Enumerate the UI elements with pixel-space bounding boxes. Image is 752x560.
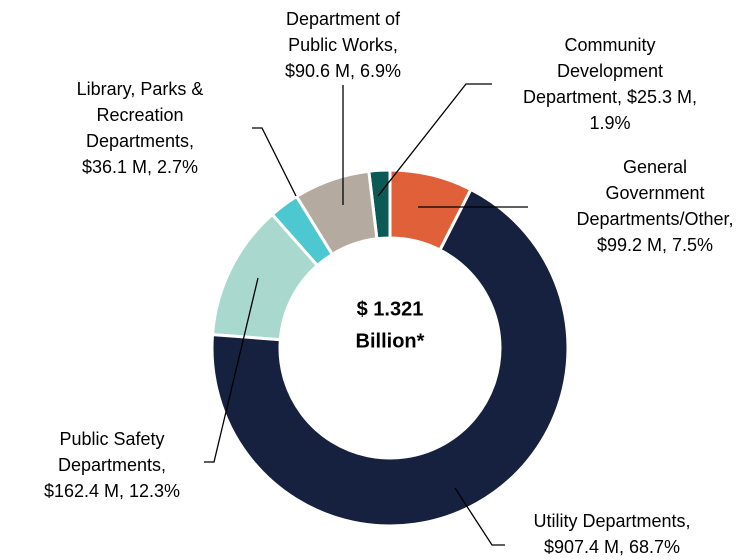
value-label: 1.9% <box>589 113 630 133</box>
value-label: $162.4 M, 12.3% <box>44 481 180 501</box>
slice-label: Recreation <box>96 105 183 125</box>
slice <box>388 168 473 253</box>
value-label: $36.1 M, 2.7% <box>82 157 198 177</box>
slice-label: Public Safety <box>59 429 164 449</box>
leader-line <box>454 487 505 546</box>
slice <box>294 169 379 257</box>
slice-label: Departments, <box>86 131 194 151</box>
slice-label: Department of <box>286 9 401 29</box>
slice-label: Public Works, <box>288 35 398 55</box>
leader-line <box>204 277 259 463</box>
slice <box>270 194 335 268</box>
value-label: $907.4 M, 68.7% <box>544 537 680 557</box>
slice <box>210 187 570 528</box>
slice-label: Community <box>564 35 655 55</box>
slice-label: General <box>623 157 687 177</box>
slice-label: Departments, <box>58 455 166 475</box>
slice-label: Utility Departments, <box>533 511 690 531</box>
value-label: $90.6 M, 6.9% <box>285 61 401 81</box>
slice-label: Government <box>605 183 704 203</box>
slice-label: Library, Parks & <box>77 79 204 99</box>
slice <box>210 212 320 342</box>
slice-label: Departments/Other, <box>576 209 733 229</box>
center-label: Billion* <box>356 330 425 352</box>
slice-label: Department, $25.3 M, <box>523 87 697 107</box>
slice-label: Development <box>557 61 663 81</box>
value-label: $99.2 M, 7.5% <box>597 235 713 255</box>
leader-line <box>377 83 492 197</box>
leader-line <box>252 127 297 197</box>
center-label: $ 1.321 <box>357 298 424 320</box>
